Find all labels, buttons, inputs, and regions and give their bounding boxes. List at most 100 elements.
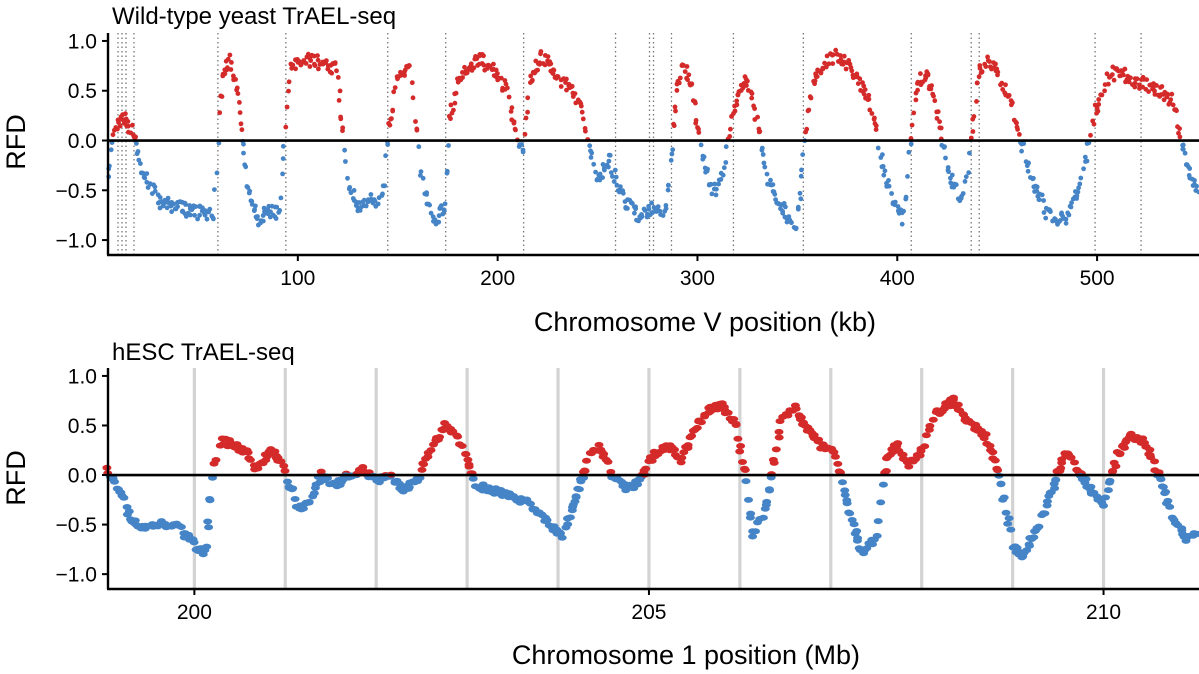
rfd-point: [1026, 160, 1031, 166]
rfd-point: [548, 61, 554, 67]
rfd-point: [774, 434, 784, 441]
rfd-point: [1103, 487, 1113, 494]
rfd-point: [768, 177, 773, 183]
rfd-point: [1017, 132, 1022, 137]
rfd-point: [1096, 102, 1102, 107]
rfd-point: [225, 56, 231, 62]
rfd-point: [893, 440, 903, 447]
rfd-point: [1021, 141, 1027, 147]
rfd-point: [935, 109, 941, 115]
rfd-point: [176, 524, 186, 530]
rfd-point: [880, 164, 886, 169]
rfd-point: [757, 129, 763, 135]
y-tick-label: −1.0: [56, 230, 97, 253]
rfd-point: [505, 85, 510, 91]
rfd-point: [152, 188, 158, 194]
rfd-point: [228, 67, 234, 72]
rfd-point: [606, 164, 611, 170]
rfd-point: [655, 204, 661, 210]
rfd-point: [723, 144, 729, 150]
rfd-point: [138, 161, 143, 167]
rfd-point: [203, 518, 213, 525]
rfd-point: [830, 61, 836, 66]
rfd-point: [1132, 84, 1138, 90]
rfd-point: [1134, 76, 1140, 82]
rfd-point: [786, 214, 792, 220]
rfd-point: [869, 111, 875, 116]
rfd-point: [338, 116, 344, 122]
rfd-point: [130, 517, 140, 524]
rfd-point: [157, 195, 163, 200]
rfd-point: [417, 466, 427, 473]
rfd-point: [1048, 209, 1053, 215]
rfd-point: [1055, 468, 1065, 474]
rfd-point: [448, 102, 454, 108]
rfd-point: [550, 67, 556, 73]
rfd-point: [736, 443, 746, 449]
rfd-point: [307, 64, 313, 69]
rfd-point: [683, 445, 693, 451]
rfd-point: [1187, 166, 1193, 171]
rfd-point: [316, 468, 326, 475]
rfd-point: [243, 164, 249, 170]
rfd-point: [304, 498, 314, 505]
rfd-point: [389, 116, 394, 121]
rfd-point: [1196, 189, 1199, 195]
rfd-point: [597, 171, 603, 177]
rfd-point: [983, 64, 989, 69]
rfd-point: [446, 143, 451, 148]
rfd-point: [676, 459, 686, 466]
rfd-point: [999, 80, 1005, 86]
rfd-point: [749, 91, 755, 96]
rfd-point: [671, 121, 676, 127]
rfd-point: [744, 83, 749, 88]
rfd-point: [838, 479, 847, 486]
rfd-point: [881, 172, 887, 178]
rfd-point: [714, 186, 719, 192]
rfd-point: [249, 198, 255, 204]
rfd-point: [668, 157, 674, 163]
rfd-point: [665, 187, 671, 193]
rfd-point: [280, 467, 290, 474]
rfd-point: [558, 84, 564, 89]
rfd-point: [1154, 83, 1159, 88]
rfd-point: [312, 63, 318, 68]
rfd-point: [618, 184, 623, 190]
rfd-point: [233, 77, 239, 82]
rfd-point: [108, 147, 114, 153]
rfd-point: [1156, 475, 1166, 482]
rfd-point: [1120, 444, 1129, 451]
rfd-point: [189, 539, 199, 546]
rfd-point: [276, 458, 286, 465]
rfd-point: [733, 435, 743, 442]
rfd-point: [649, 200, 654, 206]
rfd-point: [882, 168, 888, 174]
rfd-point: [901, 208, 906, 214]
rfd-point: [866, 96, 872, 102]
rfd-point: [283, 124, 289, 130]
rfd-point: [522, 131, 528, 137]
rfd-point: [235, 91, 241, 96]
rfd-point: [315, 53, 320, 58]
rfd-point: [929, 83, 934, 88]
rfd-point: [280, 171, 285, 177]
rfd-point: [868, 541, 877, 548]
rfd-point: [723, 160, 729, 165]
rfd-point: [1043, 215, 1049, 221]
rfd-point: [849, 68, 855, 74]
rfd-point: [850, 530, 860, 537]
rfd-point: [1109, 459, 1119, 466]
rfd-point: [943, 155, 948, 161]
rfd-point: [402, 67, 408, 73]
rfd-point: [508, 109, 514, 114]
rfd-point: [227, 52, 233, 58]
rfd-point: [838, 57, 844, 63]
rfd-point: [569, 84, 574, 90]
rfd-point: [239, 127, 245, 133]
rfd-point: [1077, 181, 1083, 187]
rfd-point: [843, 66, 849, 72]
rfd-point: [428, 210, 434, 216]
rfd-point: [833, 460, 843, 467]
rfd-point: [716, 181, 721, 187]
rfd-point: [252, 207, 257, 212]
